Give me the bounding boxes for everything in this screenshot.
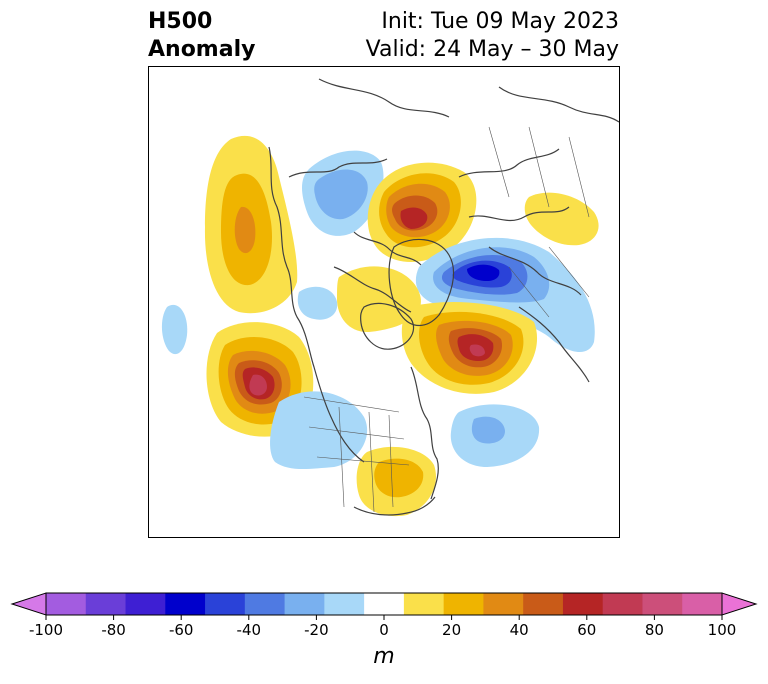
colorbar-bin [523,593,564,615]
colorbar-bin [244,593,286,615]
colorbar-bin [284,593,325,615]
colorbar-bin [85,593,127,615]
contour-ridge-eastern-us [356,446,436,517]
title-line-anomaly: Anomaly [148,37,256,62]
colorbar-bin [682,593,723,615]
map-canvas [161,78,619,517]
colorbar-bin [364,593,405,615]
anomaly-map [148,66,620,538]
colorbar-extend-low [10,592,47,616]
contour-trough-western-atlantic [450,404,540,467]
colorbar: -100 -80 -60 -40 -20 0 20 40 60 80 100 [0,584,768,684]
colorbar-bin [602,593,643,615]
map-title: H500 Anomaly [148,8,255,64]
colorbar-extend-high [721,592,758,616]
contour-ridge-arctic [367,162,477,263]
colorbar-bin [165,593,206,615]
valid-date-label: Valid: 24 May – 30 May [365,37,619,62]
colorbar-bin [205,593,246,615]
contour-ridge-western-russia [524,192,599,246]
colorbar-tick-label: 80 [645,621,664,639]
colorbar-bin [483,593,524,615]
anomaly-contours [161,135,599,517]
colorbar-tick-label: -20 [304,621,329,639]
colorbar-tick-label: -100 [29,621,63,639]
contour-trough-pacific-northwest [297,286,338,320]
colorbar-bin [642,593,683,615]
colorbar-unit-label: m [373,644,395,669]
title-line-h500: H500 [148,9,213,34]
init-date-label: Init: Tue 09 May 2023 [381,9,619,34]
contour-trough-western-us [270,391,368,470]
contour-trough-northern-europe [415,237,595,353]
colorbar-tick-label: -60 [169,621,194,639]
colorbar-bin [125,593,166,615]
colorbar-tick-label: 60 [577,621,596,639]
colorbar-bin [403,593,445,615]
colorbar-tick-label: -80 [101,621,126,639]
colorbar-tick-label: 40 [510,621,529,639]
colorbar-svg: -100 -80 -60 -40 -20 0 20 40 60 80 100 [10,592,758,639]
contour-trough-west-pacific [161,304,188,355]
colorbar-tick-label: 0 [379,621,389,639]
map-subtitle: Init: Tue 09 May 2023 Valid: 24 May – 30… [366,8,619,64]
coastlines [268,78,619,516]
contour-ridge-greenland [337,266,538,394]
colorbar-tick-label: 20 [442,621,461,639]
colorbar-bin [562,593,604,615]
colorbar-bin [324,593,365,615]
colorbar-tick-label: 100 [708,621,737,639]
political-borders [303,126,590,513]
colorbar-tick-label: -40 [237,621,262,639]
colorbar-bin [443,593,484,615]
contour-ridge-gulf-of-alaska [204,135,298,314]
colorbar-bin [46,593,87,615]
